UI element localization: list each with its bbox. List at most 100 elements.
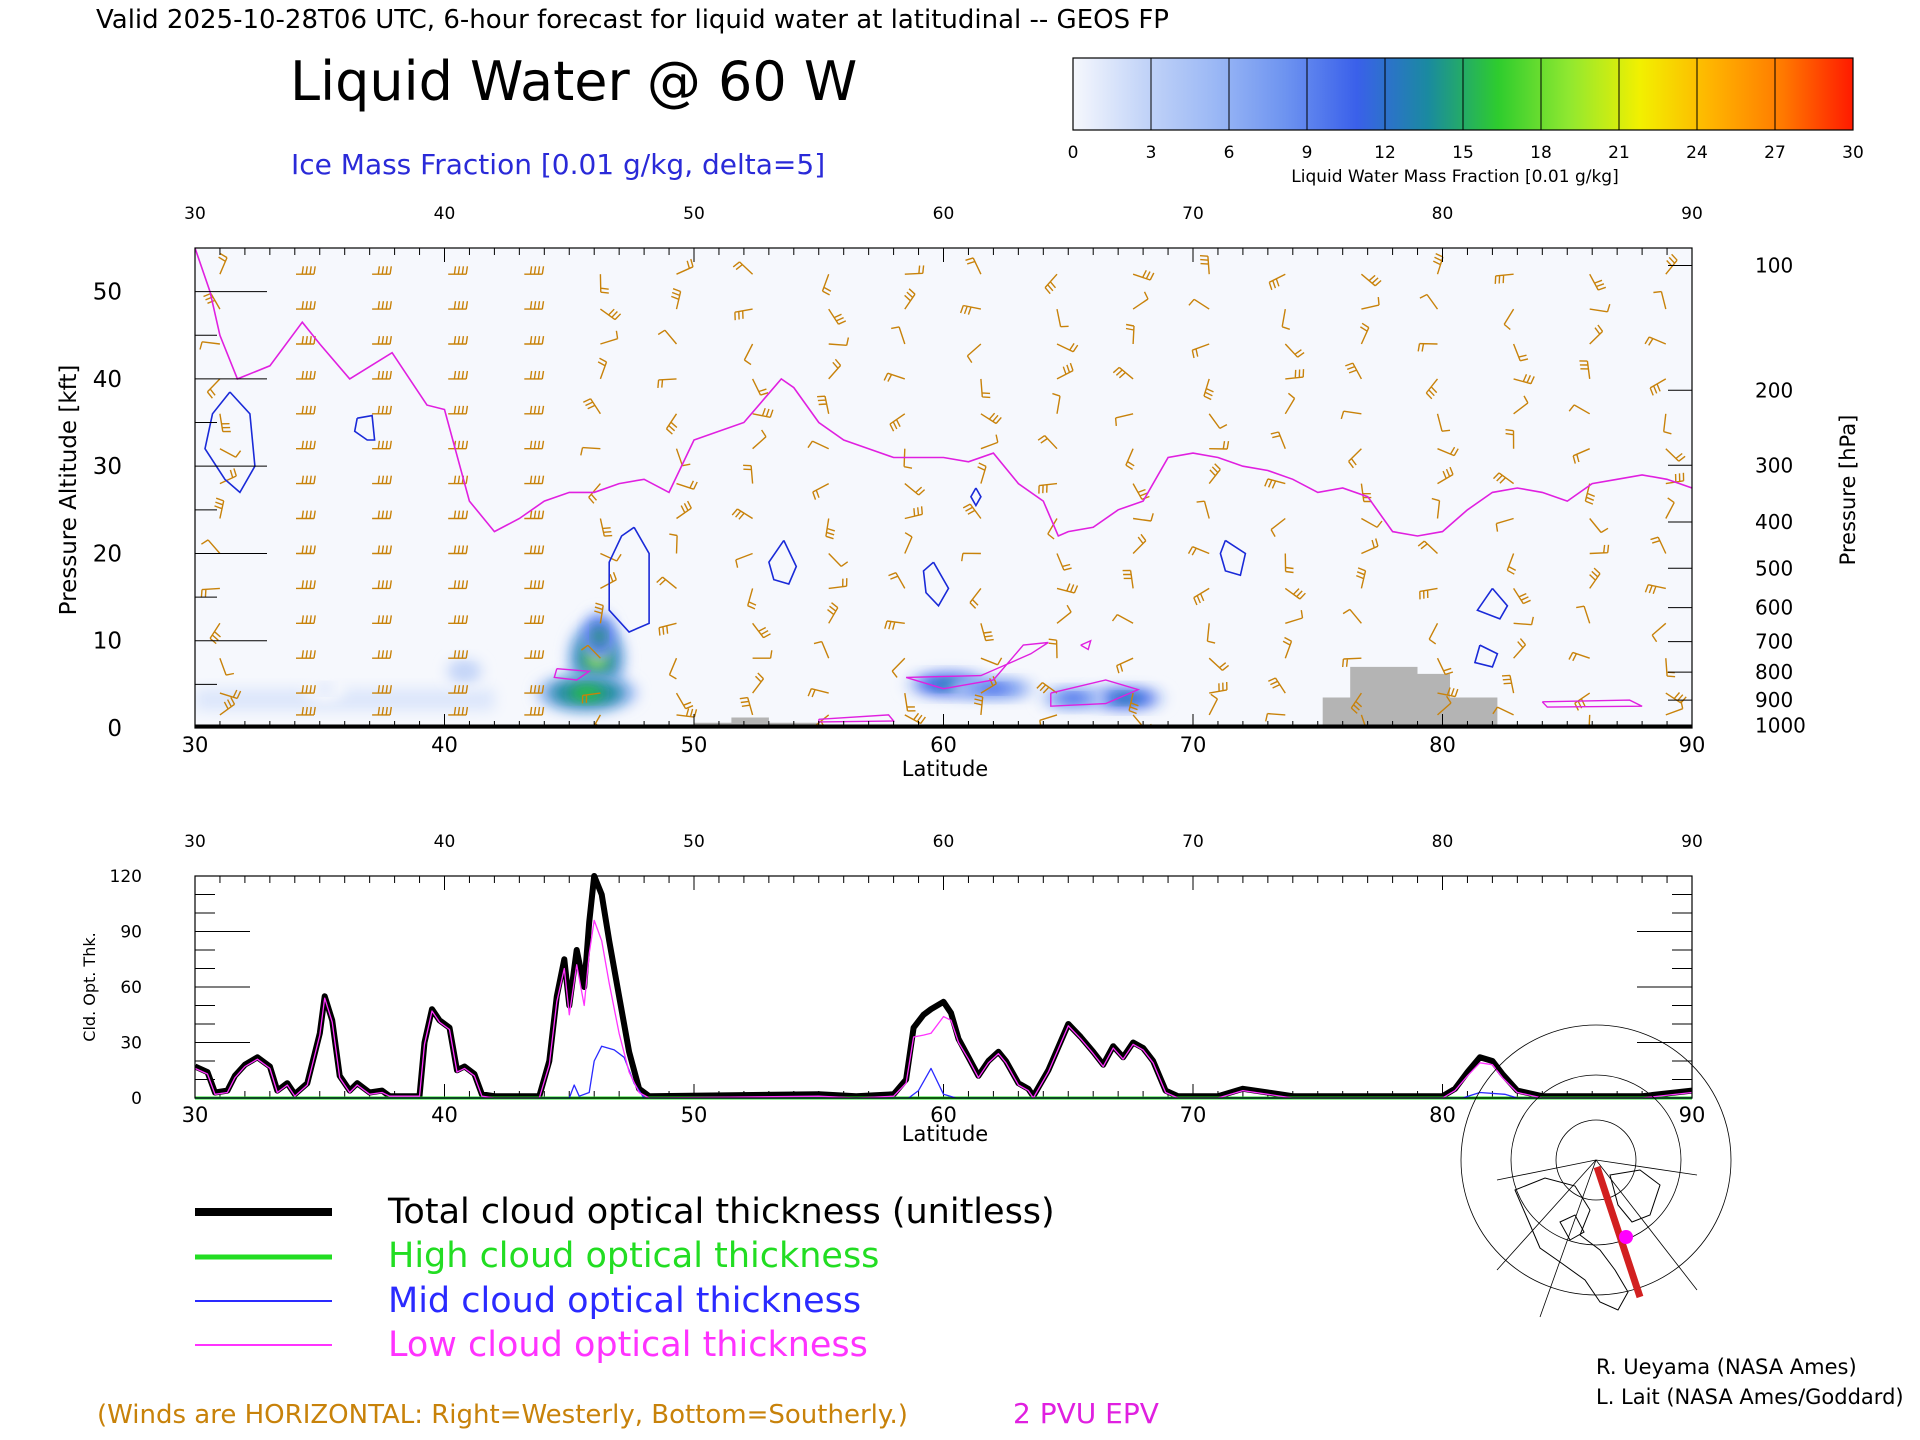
wind-barb	[1589, 324, 1604, 345]
wind-barb	[1417, 540, 1438, 555]
wind-barb	[1044, 273, 1058, 295]
wind-barb	[752, 622, 771, 639]
wind-barb	[583, 398, 601, 415]
wind-barb	[1589, 303, 1611, 313]
wind-barb	[200, 587, 220, 598]
x-tick-label: 80	[1429, 1103, 1456, 1127]
legend-label-high: High cloud optical thickness	[388, 1236, 879, 1276]
wind-barb	[1208, 413, 1228, 430]
wind-barb	[1285, 369, 1305, 380]
wind-barb	[1506, 553, 1517, 575]
wind-barb	[904, 532, 913, 554]
wind-barb	[1503, 308, 1515, 331]
series-line	[195, 919, 1692, 1099]
wind-barb	[219, 413, 231, 433]
wind-barb	[201, 539, 221, 554]
wind-barb	[1360, 322, 1370, 345]
colorbar-tick-label: 9	[1302, 143, 1313, 163]
wind-barb	[1436, 413, 1451, 432]
wind-barb	[743, 343, 754, 366]
cross-section-plot: 3030404050506060707080809090010203040501…	[93, 204, 1806, 757]
wind-barb	[448, 580, 469, 590]
wind-barb	[977, 462, 987, 484]
y-tick-label: 120	[110, 867, 142, 887]
wind-barb	[296, 706, 316, 716]
valid-line: Valid 2025-10-28T06 UTC, 6-hour forecast…	[96, 5, 1169, 35]
x-tick-label-top: 70	[1182, 832, 1204, 852]
wind-barb	[1038, 482, 1058, 494]
pressure-tick-label: 600	[1755, 596, 1793, 620]
liquid-water-outline	[1541, 699, 1643, 708]
wind-barb	[1361, 517, 1383, 528]
liquid-water-outline	[905, 641, 1049, 690]
map-greenland-coast	[1609, 1169, 1661, 1223]
wind-barb	[884, 620, 905, 630]
x-tick-label-top: 90	[1681, 204, 1703, 224]
legend: Total cloud optical thickness (unitless)…	[195, 1192, 1055, 1365]
wind-barb	[904, 692, 916, 712]
liquid-water-field	[195, 248, 1692, 728]
wind-barb	[203, 292, 221, 310]
wind-barb	[669, 533, 678, 554]
wind-barb	[1437, 446, 1459, 457]
ice-contour	[1473, 644, 1499, 668]
colorbar-tick-label: 15	[1452, 143, 1474, 163]
x-tick-label: 60	[930, 1103, 957, 1127]
wind-barb	[1356, 567, 1367, 589]
x-tick-label: 70	[1180, 733, 1207, 757]
wind-barb	[296, 405, 316, 415]
wind-barb	[448, 370, 469, 380]
wind-barb	[1270, 517, 1286, 537]
wind-barb	[1436, 657, 1454, 676]
wind-barb	[1360, 483, 1372, 503]
colorbar-label: Liquid Water Mass Fraction [0.01 g/kg]	[1291, 167, 1618, 187]
liquid-water-core	[594, 628, 605, 645]
wind-barb	[219, 689, 242, 700]
wind-barb	[1036, 682, 1058, 694]
wind-barb	[827, 602, 839, 624]
colorbar-tick-label: 12	[1374, 143, 1396, 163]
wind-barb	[1437, 466, 1454, 485]
wind-barbs	[199, 252, 1687, 728]
wind-barb	[1264, 478, 1286, 489]
wind-barb	[1037, 435, 1058, 450]
wind-barb	[1284, 553, 1294, 574]
wind-barb	[828, 553, 849, 567]
wind-barb	[966, 343, 982, 363]
wind-barb	[372, 510, 392, 520]
wind-barb	[524, 650, 545, 659]
wind-barb	[828, 337, 850, 346]
wind-barb	[448, 301, 469, 310]
wind-barb	[1116, 657, 1134, 674]
top-y-axis-label: Pressure Altitude [kft]	[56, 365, 82, 616]
colorbar-tick-label: 21	[1608, 143, 1630, 163]
wind-barb	[580, 644, 601, 659]
wind-barb	[599, 308, 622, 321]
wind-barb	[372, 650, 392, 659]
wind-barb	[1133, 513, 1154, 522]
wind-barb	[296, 615, 316, 624]
y-tick-label: 40	[93, 367, 122, 393]
wind-barb	[524, 475, 545, 485]
wind-barb	[1188, 298, 1210, 310]
wind-barb	[1122, 569, 1134, 589]
map-latitude-circle-2	[1510, 1074, 1682, 1246]
wind-barb	[1589, 273, 1607, 291]
y-tick-label: 60	[120, 978, 142, 998]
wind-barb	[296, 545, 316, 555]
wind-barb	[581, 692, 601, 704]
wind-barb	[904, 712, 926, 725]
liquid-water-outline	[1080, 639, 1092, 651]
colorbar-tick-label: 27	[1764, 143, 1786, 163]
colorbar-tick-label: 3	[1146, 143, 1157, 163]
wind-barb	[1417, 342, 1438, 352]
wind-barb	[600, 330, 619, 345]
wind-barb	[448, 685, 469, 694]
x-tick-label: 40	[431, 733, 458, 757]
wind-barb	[752, 672, 765, 694]
wind-barb	[214, 497, 225, 519]
wind-barb	[1132, 291, 1149, 310]
wind-barb	[1208, 463, 1221, 485]
y-tick-label: 0	[131, 1089, 142, 1109]
colorbar-tick-label: 24	[1686, 143, 1708, 163]
